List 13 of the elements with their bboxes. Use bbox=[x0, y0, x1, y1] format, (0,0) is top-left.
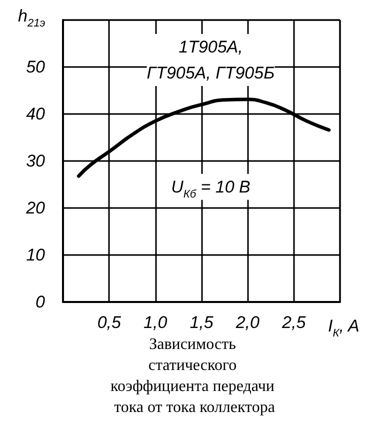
annotation: 1Т905А, ГТ905А, ГТ905Б bbox=[146, 37, 275, 82]
y-tick-label: 20 bbox=[25, 198, 46, 218]
y-tick-label: 10 bbox=[26, 246, 46, 264]
y-tick-label: 0 bbox=[36, 292, 46, 312]
y-tick-label: 40 bbox=[26, 104, 46, 124]
x-tick-label: 1,0 bbox=[144, 313, 168, 332]
x-tick-label: 2,5 bbox=[281, 313, 306, 332]
x-tick-label: 1,5 bbox=[190, 313, 214, 332]
text: Зависимость статического коэффициента передачи тока от тока коллектора bbox=[110, 336, 278, 416]
x-tick-label: 0,5 bbox=[97, 313, 122, 332]
x-tick-label: 2,0 bbox=[234, 313, 260, 332]
y-tick-label: 30 bbox=[26, 152, 46, 170]
y-tick-label: 50 bbox=[26, 58, 46, 76]
